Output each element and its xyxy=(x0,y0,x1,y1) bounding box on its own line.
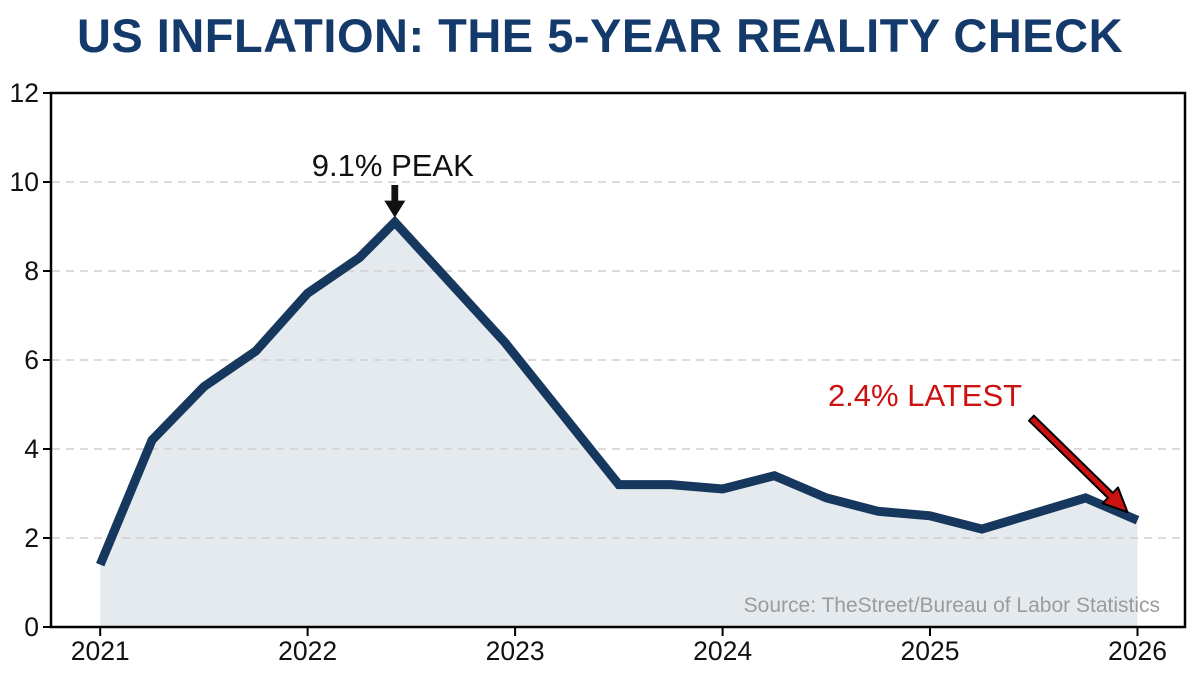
x-tick-label: 2024 xyxy=(693,636,752,666)
peak-label: 9.1% PEAK xyxy=(312,148,474,183)
y-tick-label: 6 xyxy=(24,345,39,375)
y-tick-label: 8 xyxy=(24,256,39,286)
latest-label: 2.4% LATEST xyxy=(828,378,1022,413)
y-tick-label: 12 xyxy=(10,78,39,108)
area-fill xyxy=(100,222,1138,627)
x-tick-label: 2023 xyxy=(486,636,545,666)
y-tick-label: 0 xyxy=(24,612,39,642)
x-tick-label: 2021 xyxy=(71,636,130,666)
x-tick-label: 2022 xyxy=(278,636,337,666)
y-tick-label: 10 xyxy=(10,167,39,197)
inflation-line xyxy=(96,215,1140,567)
x-tick-label: 2026 xyxy=(1108,636,1167,666)
chart-title: US INFLATION: THE 5-YEAR REALITY CHECK xyxy=(76,9,1124,62)
y-tick-label: 2 xyxy=(24,523,39,553)
x-tick-label: 2025 xyxy=(901,636,960,666)
peak-arrow-icon xyxy=(384,185,406,218)
source-note: Source: TheStreet/Bureau of Labor Statis… xyxy=(744,594,1160,617)
latest-arrow-icon xyxy=(1028,414,1129,514)
y-tick-label: 4 xyxy=(24,434,39,464)
